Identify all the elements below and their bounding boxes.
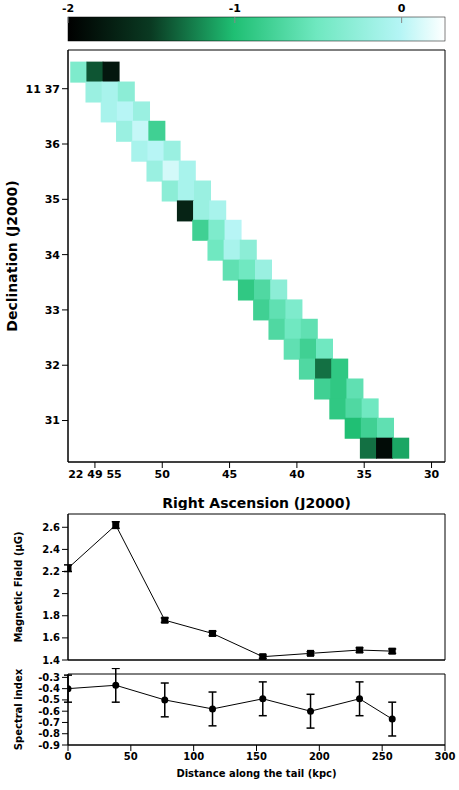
svg-text:45: 45 [222,468,237,481]
svg-text:-0.4: -0.4 [38,683,60,694]
svg-text:200: 200 [309,751,330,762]
svg-text:36: 36 [45,138,61,151]
svg-text:35: 35 [45,193,60,206]
svg-text:50: 50 [124,751,138,762]
svg-text:-0.7: -0.7 [38,717,60,728]
svg-text:2.4: 2.4 [42,544,60,555]
svg-text:Distance along the tail (kpc): Distance along the tail (kpc) [176,768,336,779]
svg-text:Magnetic Field (μG): Magnetic Field (μG) [13,531,24,642]
svg-text:-0.9: -0.9 [38,740,60,751]
svg-text:33: 33 [45,304,60,317]
svg-text:2.2: 2.2 [42,566,60,577]
svg-text:Spectral index: Spectral index [13,668,24,750]
svg-text:34: 34 [45,249,61,262]
svg-text:-0.8: -0.8 [38,728,60,739]
svg-text:2.6: 2.6 [42,522,60,533]
svg-text:0: 0 [398,2,406,15]
svg-text:Declination (J2000): Declination (J2000) [4,180,20,331]
svg-text:150: 150 [246,751,267,762]
svg-text:31: 31 [45,414,60,427]
svg-text:2: 2 [53,588,60,599]
svg-text:32: 32 [45,359,60,372]
svg-text:1.8: 1.8 [42,610,60,621]
svg-text:-1: -1 [229,2,241,15]
svg-text:-0.6: -0.6 [38,706,60,717]
svg-text:0: 0 [65,751,72,762]
svg-text:250: 250 [372,751,393,762]
svg-text:11 37: 11 37 [26,83,60,96]
svg-text:1.4: 1.4 [42,655,60,666]
svg-text:-2: -2 [62,2,74,15]
svg-text:-0.3: -0.3 [38,672,60,683]
svg-text:300: 300 [435,751,456,762]
svg-text:50: 50 [155,468,171,481]
svg-text:35: 35 [357,468,372,481]
svg-text:100: 100 [183,751,204,762]
svg-text:40: 40 [289,468,305,481]
svg-text:22 49 55: 22 49 55 [68,468,122,481]
svg-text:30: 30 [424,468,440,481]
svg-text:-0.5: -0.5 [38,694,60,705]
svg-text:Right Ascension (J2000): Right Ascension (J2000) [162,495,351,510]
svg-text:1.6: 1.6 [42,632,60,643]
